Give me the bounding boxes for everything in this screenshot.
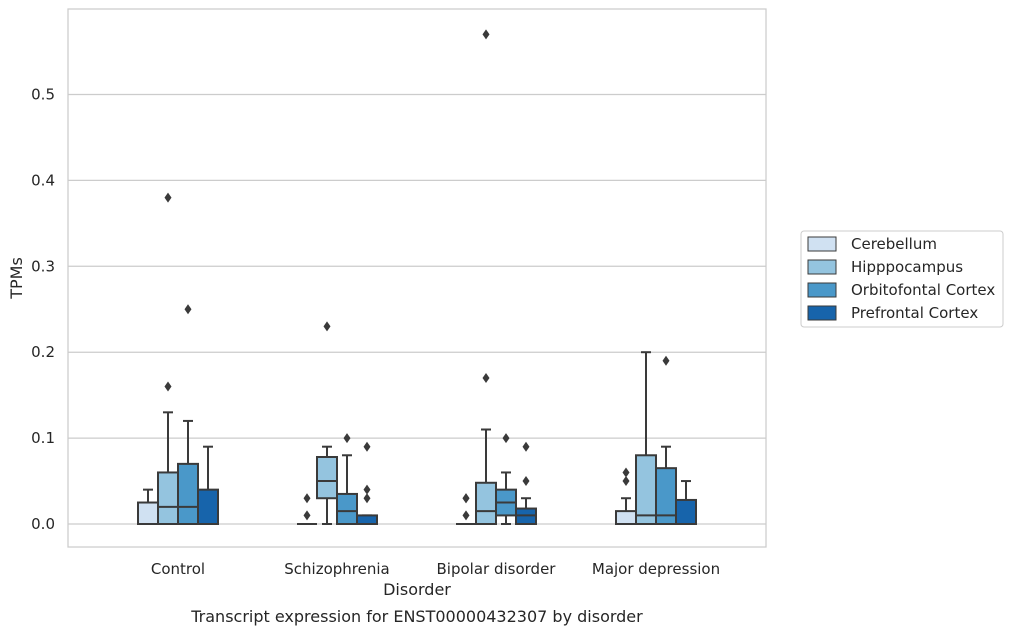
x-tick-label: Major depression xyxy=(592,560,720,578)
outlier-marker xyxy=(323,321,331,332)
legend-frame xyxy=(800,230,1004,328)
box-cerebellum xyxy=(297,493,317,525)
box xyxy=(316,455,338,500)
box-orbitofontal-cortex xyxy=(177,304,199,525)
outlier-marker xyxy=(522,476,530,487)
x-axis-title: Disorder xyxy=(383,580,451,599)
legend: Cerebellum Hipppocampus Orbitofontal Corte… xyxy=(800,230,1004,328)
outlier-marker xyxy=(343,433,351,444)
box-orbitofontal-cortex xyxy=(655,355,677,526)
box-hipppocampus xyxy=(475,29,497,526)
box xyxy=(197,488,219,526)
outlier-marker xyxy=(363,493,371,504)
box-prefrontal-cortex xyxy=(675,480,697,525)
box xyxy=(675,498,697,525)
outlier-marker xyxy=(363,484,371,495)
legend-label: Cerebellum xyxy=(851,235,937,253)
legend-label: Hipppocampus xyxy=(851,258,963,276)
outlier-marker xyxy=(522,441,530,452)
outlier-marker xyxy=(164,192,172,203)
y-tick-label: 0.1 xyxy=(31,429,55,447)
box-hipppocampus xyxy=(316,321,338,525)
outlier-marker xyxy=(184,304,192,315)
box xyxy=(157,471,179,525)
box-group xyxy=(297,321,378,525)
x-tick-labels: Control Schizophrenia Bipolar disorder Majo… xyxy=(151,560,720,578)
x-tick-label: Bipolar disorder xyxy=(437,560,557,578)
outlier-marker xyxy=(303,493,311,504)
box-cerebellum xyxy=(456,493,476,525)
box-hipppocampus xyxy=(157,192,179,525)
box-prefrontal-cortex xyxy=(197,445,219,526)
outlier-marker xyxy=(164,381,172,392)
box-prefrontal-cortex xyxy=(356,441,378,525)
outlier-marker xyxy=(482,372,490,383)
outlier-marker xyxy=(662,355,670,366)
y-tick-label: 0.3 xyxy=(31,257,55,275)
legend-swatch xyxy=(807,282,837,298)
y-tick-label: 0.5 xyxy=(31,86,55,104)
box-group xyxy=(456,29,537,526)
y-tick-label: 0.2 xyxy=(31,343,55,361)
box xyxy=(635,454,657,525)
outlier-marker xyxy=(482,29,490,40)
legend-label: Prefrontal Cortex xyxy=(851,304,978,322)
box-orbitofontal-cortex xyxy=(336,433,358,525)
legend-items: Cerebellum Hipppocampus Orbitofontal Corte… xyxy=(807,235,995,322)
legend-label: Orbitofontal Cortex xyxy=(851,281,995,299)
box xyxy=(655,467,677,526)
y-tick-label: 0.0 xyxy=(31,515,55,533)
box-orbitofontal-cortex xyxy=(495,433,517,525)
legend-swatch xyxy=(807,259,837,275)
plot-area-frame xyxy=(67,8,767,548)
figure-caption: Transcript expression for ENST0000043230… xyxy=(190,607,643,626)
outlier-marker xyxy=(462,493,470,504)
y-axis-title: TPMs xyxy=(7,257,26,300)
y-tick-label: 0.4 xyxy=(31,171,55,189)
box-cerebellum xyxy=(137,488,159,525)
outlier-marker xyxy=(303,510,311,521)
box-group xyxy=(615,351,697,526)
box-group xyxy=(137,192,219,526)
legend-swatch xyxy=(807,305,837,321)
grid-lines xyxy=(68,93,766,525)
box-prefrontal-cortex xyxy=(515,441,537,525)
outlier-marker xyxy=(462,510,470,521)
outlier-marker xyxy=(502,433,510,444)
box xyxy=(336,492,358,525)
box xyxy=(475,481,497,526)
box xyxy=(356,514,378,525)
outlier-marker xyxy=(622,476,630,487)
outlier-marker xyxy=(622,467,630,478)
x-tick-label: Schizophrenia xyxy=(284,560,389,578)
x-tick-label: Control xyxy=(151,560,205,578)
box xyxy=(615,510,637,525)
box-groups xyxy=(137,29,697,526)
legend-swatch xyxy=(807,236,837,252)
box xyxy=(137,501,159,525)
outlier-marker xyxy=(363,441,371,452)
box xyxy=(177,462,199,525)
box-cerebellum xyxy=(615,467,637,525)
y-tick-labels: 0.0 0.1 0.2 0.3 0.4 0.5 xyxy=(31,86,55,534)
